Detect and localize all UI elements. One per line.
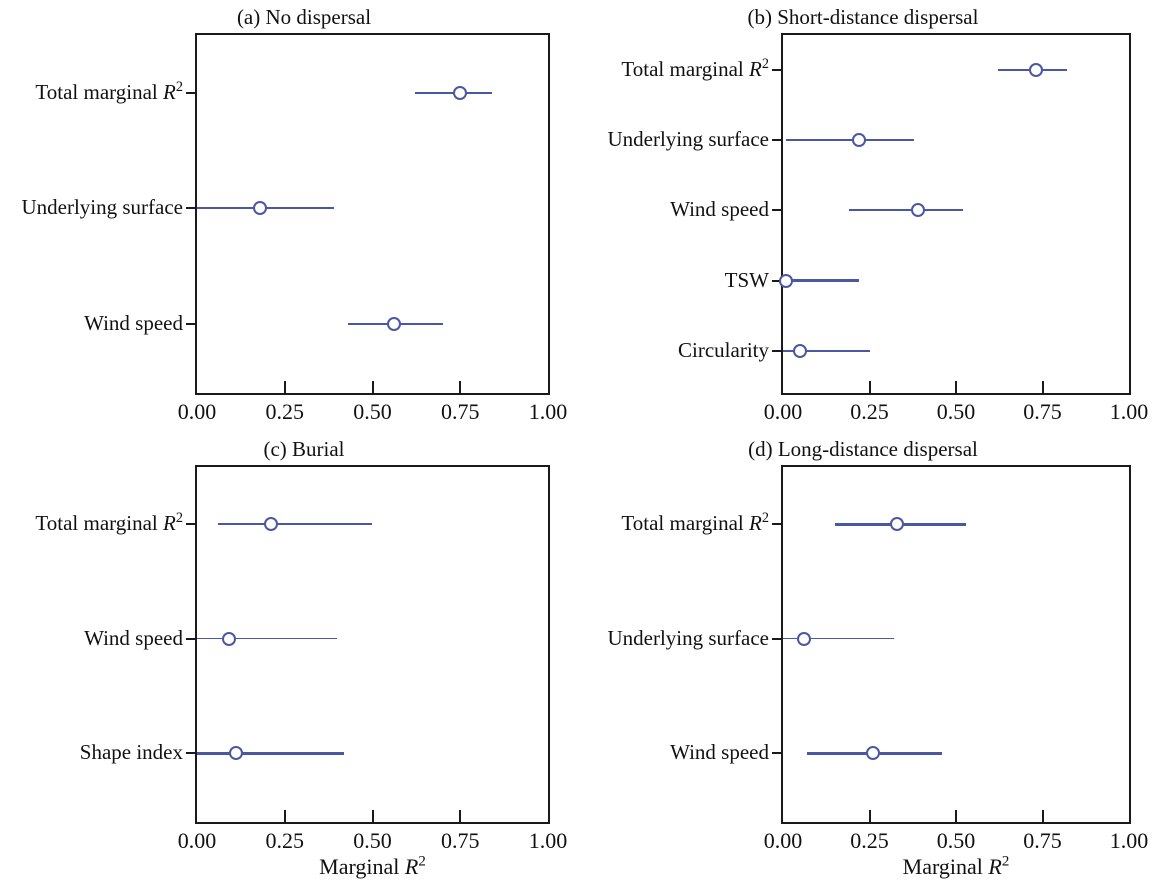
ci-line — [783, 349, 870, 353]
x-tick-label: 0.50 — [353, 399, 392, 424]
y-tick — [772, 349, 783, 352]
x-tick-label: 0.75 — [441, 399, 480, 424]
panel-a-title: (a) No dispersal — [236, 5, 372, 29]
category-label: Underlying surface — [21, 195, 183, 220]
x-tick — [868, 810, 871, 822]
point-marker — [386, 316, 401, 331]
category-label: Total marginal R2 — [35, 510, 183, 536]
panel-d-frame — [781, 465, 1131, 824]
panel-a-frame — [195, 33, 550, 395]
ci-line — [197, 638, 338, 640]
category-label: Total marginal R2 — [621, 510, 769, 536]
y-tick — [772, 139, 783, 142]
category-label: Shape index — [79, 740, 183, 765]
category-label: Wind speed — [670, 197, 769, 222]
x-tick — [459, 381, 462, 393]
x-tick-label: 0.00 — [177, 828, 217, 853]
category-label: Wind speed — [84, 625, 183, 650]
x-tick — [1041, 381, 1044, 393]
category-label: Total marginal R2 — [35, 78, 183, 104]
category-label: Underlying surface — [607, 625, 769, 650]
x-axis-label-d: Marginal R2 — [902, 853, 1010, 879]
point-marker — [253, 201, 268, 216]
x-tick-label: 0.50 — [353, 828, 392, 853]
y-tick — [186, 523, 197, 526]
x-tick-label: 0.00 — [763, 828, 803, 853]
y-tick — [772, 279, 783, 282]
ci-line — [218, 523, 373, 526]
point-marker — [1028, 63, 1043, 78]
x-tick-label: 0.00 — [177, 399, 217, 424]
x-tick — [955, 810, 957, 822]
point-marker — [890, 517, 905, 532]
x-tick-label: 1.00 — [528, 399, 568, 424]
category-label: Wind speed — [670, 740, 769, 765]
x-tick-label: 0.50 — [936, 828, 976, 853]
ci-line — [786, 139, 915, 142]
y-tick — [186, 752, 197, 755]
category-label: Wind speed — [84, 310, 183, 335]
x-tick-label: 0.00 — [763, 399, 803, 424]
x-tick — [1041, 810, 1044, 822]
x-tick-label: 0.25 — [850, 828, 889, 853]
point-marker — [852, 133, 867, 148]
category-label: Circularity — [678, 337, 769, 362]
y-tick — [772, 752, 783, 755]
point-marker — [228, 746, 243, 761]
x-tick — [283, 381, 286, 393]
x-tick — [283, 810, 286, 822]
ci-line — [783, 638, 894, 640]
x-tick-label: 0.75 — [1023, 399, 1062, 424]
point-marker — [221, 631, 236, 646]
x-tick — [868, 381, 871, 393]
panel-d-title: (d) Long-distance dispersal — [748, 437, 978, 461]
y-tick — [186, 207, 197, 210]
y-tick — [772, 637, 783, 640]
y-tick — [186, 637, 197, 640]
x-tick — [459, 810, 462, 822]
y-tick — [772, 523, 783, 526]
x-tick-label: 1.00 — [1109, 399, 1149, 424]
x-tick-label: 0.25 — [265, 828, 305, 853]
category-label: Total marginal R2 — [621, 56, 769, 82]
x-tick — [371, 810, 374, 822]
x-tick-label: 0.25 — [850, 399, 889, 424]
x-tick-label: 1.00 — [1109, 828, 1149, 853]
x-tick-label: 0.50 — [936, 399, 976, 424]
x-tick-label: 1.00 — [528, 828, 568, 853]
point-marker — [779, 273, 794, 288]
y-tick — [186, 322, 197, 325]
panel-c-title: (c) Burial — [263, 437, 345, 461]
x-tick — [371, 381, 374, 393]
ci-line — [848, 209, 963, 212]
point-marker — [263, 517, 278, 532]
y-tick — [186, 91, 197, 94]
point-marker — [796, 631, 811, 646]
panel-c-frame — [195, 465, 550, 824]
ci-line — [197, 751, 345, 755]
ci-line — [783, 279, 860, 282]
y-tick — [772, 209, 783, 212]
point-marker — [910, 203, 925, 218]
panel-b-frame — [781, 33, 1131, 395]
ci-line — [414, 91, 492, 94]
x-tick-label: 0.75 — [1023, 828, 1062, 853]
x-tick — [955, 381, 957, 393]
x-axis-label-c: Marginal R2 — [319, 853, 426, 879]
category-label: Underlying surface — [607, 127, 769, 152]
point-marker — [793, 343, 808, 358]
category-label: TSW — [724, 267, 769, 292]
x-tick-label: 0.25 — [265, 399, 305, 424]
panel-b-title: (b) Short-distance dispersal — [747, 5, 979, 29]
x-tick-label: 0.75 — [441, 828, 480, 853]
y-tick — [772, 69, 783, 72]
point-marker — [865, 746, 880, 761]
point-marker — [453, 85, 468, 100]
